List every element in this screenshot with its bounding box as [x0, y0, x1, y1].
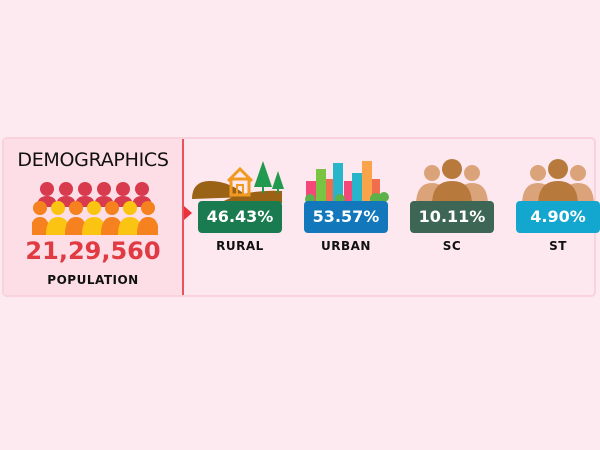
city-buildings-icon: [305, 161, 389, 205]
pointer-arrow-icon: [184, 206, 192, 220]
stat-rural: 46.43% RURAL: [190, 153, 290, 263]
group-people-icon: [416, 159, 488, 205]
demographics-summary-panel: DEMOGRAPHICS 21,29,560: [4, 139, 184, 295]
panel-title: DEMOGRAPHICS: [17, 149, 169, 171]
population-label: POPULATION: [47, 273, 139, 287]
stat-st: 4.90% ST: [508, 153, 600, 263]
population-value: 21,29,560: [25, 237, 161, 265]
stat-urban: 53.57% URBAN: [296, 153, 396, 263]
crowd-people-icon: [32, 182, 158, 235]
rural-label: RURAL: [216, 239, 264, 253]
urban-percentage-badge: 53.57%: [304, 201, 388, 233]
stat-sc: 10.11% SC: [402, 153, 502, 263]
rural-percentage-badge: 46.43%: [198, 201, 282, 233]
sc-label: SC: [442, 239, 462, 253]
st-percentage-badge: 4.90%: [516, 201, 600, 233]
urban-label: URBAN: [321, 239, 371, 253]
rural-house-trees-icon: [192, 161, 284, 203]
demographics-card: DEMOGRAPHICS 21,29,560: [2, 137, 600, 297]
sc-percentage-badge: 10.11%: [410, 201, 494, 233]
st-label: ST: [549, 239, 567, 253]
group-people-icon: [522, 159, 594, 205]
